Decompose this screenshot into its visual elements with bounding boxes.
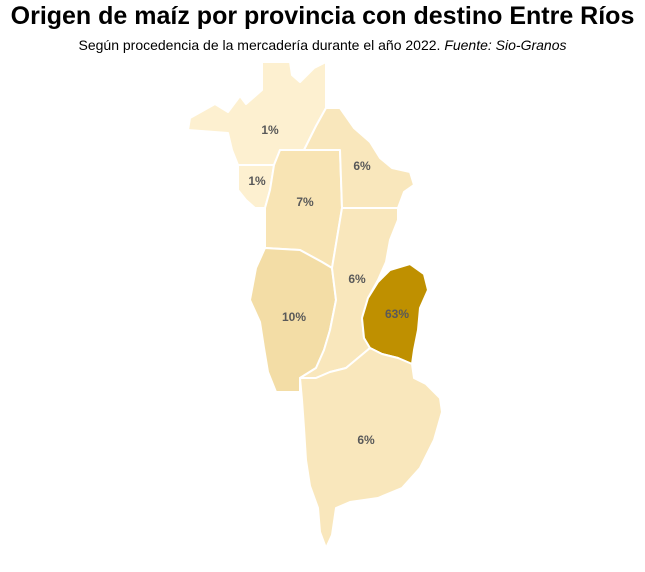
source-text: Fuente: Sio-Granos [444,37,567,53]
map-title: Origen de maíz por provincia con destino… [10,2,635,30]
label-santiago-del-estero: 7% [296,195,314,209]
province-buenos-aires[interactable] [299,347,443,549]
label-cordoba: 10% [282,310,306,324]
label-santa-fe: 6% [348,272,366,286]
label-tucuman: 1% [248,174,266,188]
label-buenos-aires: 6% [357,433,375,447]
label-chaco: 6% [353,159,371,173]
label-entre-rios: 63% [385,307,409,321]
label-jujuy-salta: 1% [261,123,279,137]
subtitle-text: Según procedencia de la mercadería duran… [78,37,441,53]
map-subtitle: Según procedencia de la mercadería duran… [0,37,645,53]
province-chaco[interactable] [303,107,415,209]
